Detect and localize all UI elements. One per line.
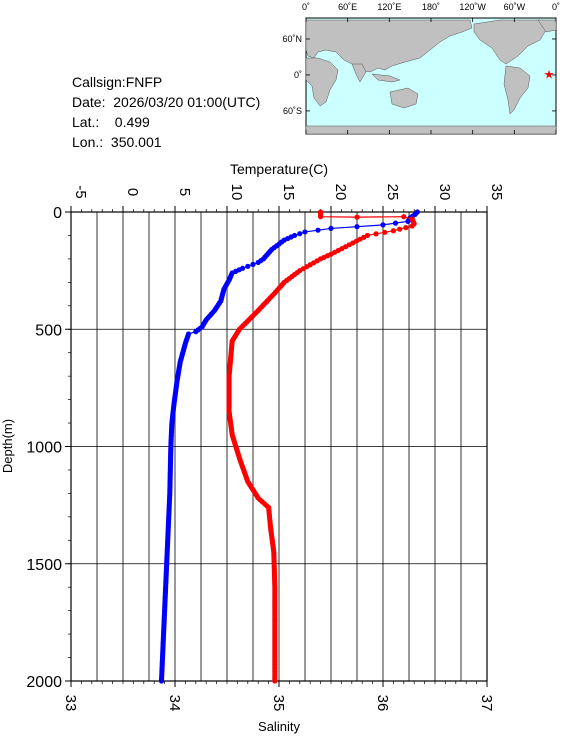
land-africa bbox=[305, 57, 339, 107]
series-point bbox=[255, 259, 261, 266]
top-tick-label: 5 bbox=[176, 188, 193, 196]
top-tick-label: 0 bbox=[124, 188, 141, 196]
y-axis-label: Depth(m) bbox=[0, 419, 15, 473]
bottom-tick-label: 36 bbox=[374, 695, 391, 712]
depth-tick-label: 0 bbox=[53, 205, 62, 222]
station-marker-icon: ★ bbox=[544, 68, 555, 82]
series-point bbox=[315, 227, 321, 233]
bottom-tick-label: 33 bbox=[62, 695, 79, 712]
map-lon-label: 0˚ bbox=[552, 2, 560, 12]
series-point bbox=[193, 329, 199, 335]
map-lon-label: 60˚W bbox=[504, 2, 526, 12]
land-india bbox=[351, 63, 367, 83]
map-lat-label: 0˚ bbox=[294, 70, 302, 80]
depth-tick-label: 1000 bbox=[26, 440, 62, 457]
map-lon-label: 0˚ bbox=[302, 2, 310, 12]
series-0 bbox=[158, 209, 420, 684]
series-point bbox=[272, 678, 278, 684]
bottom-tick-label: 35 bbox=[270, 695, 287, 712]
series-point bbox=[354, 224, 360, 230]
top-tick-label: 30 bbox=[436, 184, 453, 201]
series-point bbox=[397, 226, 403, 232]
bottom-axis-ticks: 33 34 35 36 37 bbox=[62, 681, 495, 711]
series-point bbox=[390, 228, 396, 234]
land-australia bbox=[389, 87, 419, 109]
top-tick-label: 10 bbox=[228, 184, 245, 201]
map-axis-labels: 0˚ 60˚E 120˚E 180˚ 120˚W 60˚W 0˚ 60˚N 0˚ 60˚S bbox=[282, 2, 560, 116]
chart-series bbox=[158, 209, 420, 684]
series-point bbox=[401, 214, 407, 220]
longitude-text: Lon.: 350.001 bbox=[72, 134, 162, 150]
top-tick-label: 35 bbox=[488, 184, 505, 201]
series-point bbox=[405, 218, 411, 224]
map-lon-label: 60˚E bbox=[338, 2, 357, 12]
top-tick-label: 15 bbox=[280, 184, 297, 201]
series-point bbox=[297, 231, 303, 237]
bottom-tick-label: 37 bbox=[478, 695, 495, 712]
map-lon-label: 120˚E bbox=[377, 2, 401, 12]
left-axis-ticks: 0 500 1000 1500 2000 bbox=[26, 205, 71, 691]
top-axis-label: Temperature(C) bbox=[230, 161, 328, 177]
callsign-text: Callsign:FNFP bbox=[72, 74, 163, 90]
top-tick-label: 25 bbox=[384, 184, 401, 201]
map-lon-label: 120˚W bbox=[459, 2, 486, 12]
land-south-america bbox=[503, 65, 531, 115]
series-point bbox=[158, 678, 165, 684]
series-1 bbox=[226, 209, 417, 684]
date-text: Date: 2026/03/20 01:00(UTC) bbox=[72, 94, 261, 110]
top-tick-label: -5 bbox=[72, 185, 89, 198]
series-point bbox=[354, 214, 360, 220]
map-lat-label: 60˚N bbox=[282, 34, 302, 44]
top-tick-label: 20 bbox=[332, 184, 349, 201]
bottom-tick-label: 34 bbox=[166, 695, 183, 712]
series-point bbox=[250, 261, 256, 267]
top-axis-ticks: -5 0 5 10 15 20 25 30 35 bbox=[70, 184, 505, 212]
depth-tick-label: 500 bbox=[35, 322, 62, 339]
depth-tick-label: 2000 bbox=[26, 674, 62, 691]
series-point bbox=[318, 214, 324, 220]
world-map: 0˚ 60˚E 120˚E 180˚ 120˚W 60˚W 0˚ 60˚N 0˚ 60˚S ★ bbox=[282, 2, 560, 135]
station-info: Callsign:FNFP Date: 2026/03/20 01:00(UTC… bbox=[72, 72, 260, 152]
series-point bbox=[328, 225, 334, 232]
land-indonesia bbox=[371, 73, 401, 83]
series-point bbox=[392, 220, 399, 226]
series-point bbox=[409, 223, 415, 229]
series-point bbox=[373, 231, 379, 237]
land-eurasia bbox=[305, 19, 473, 73]
map-lon-label: 180˚ bbox=[422, 2, 440, 12]
series-point bbox=[403, 225, 409, 231]
depth-tick-label: 1500 bbox=[26, 557, 62, 574]
series-point bbox=[302, 229, 308, 235]
map-axis-ticks bbox=[305, 18, 557, 134]
series-point bbox=[382, 229, 388, 235]
series-point bbox=[245, 263, 251, 269]
bottom-axis-label: Salinity bbox=[258, 719, 300, 734]
chart-grid bbox=[70, 211, 488, 682]
series-point bbox=[380, 222, 386, 228]
latitude-text: Lat.: 0.499 bbox=[72, 114, 150, 130]
map-lat-label: 60˚S bbox=[283, 106, 302, 116]
land-greenland bbox=[537, 19, 557, 33]
